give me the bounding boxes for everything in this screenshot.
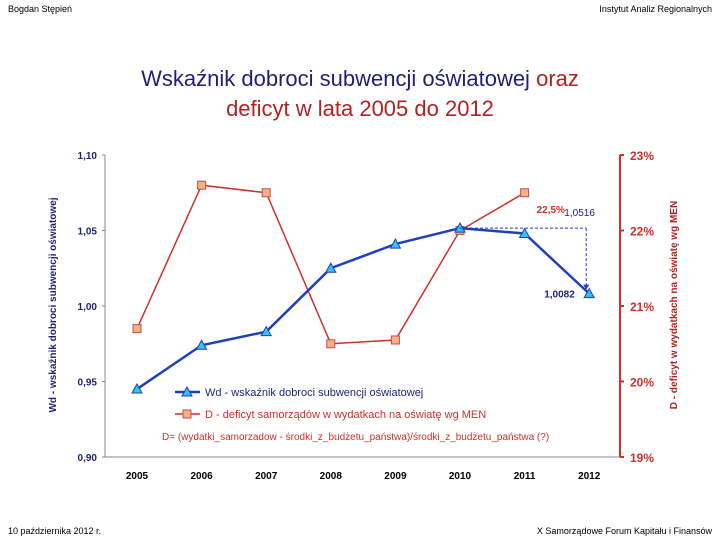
series-wd-point <box>583 287 596 299</box>
x-tick-label: 2006 <box>190 471 213 482</box>
title-part1: Wskaźnik dobroci subwencji oświatowej <box>141 66 530 91</box>
annotation-d-2011: 22,5% <box>537 205 565 216</box>
x-tick-label: 2010 <box>449 471 472 482</box>
legend-wd-marker <box>181 385 193 397</box>
title-part3: deficyt w lata 2005 do 2012 <box>226 96 494 121</box>
annotation-wd-2012: 1,0082 <box>544 290 575 301</box>
author-label: Bogdan Stępień <box>8 4 73 14</box>
arrow-head <box>583 284 590 290</box>
x-tick-label: 2012 <box>578 471 601 482</box>
right-tick-label: 21% <box>630 300 654 314</box>
legend-wd-label: Wd - wskaźnik dobroci subwencji oświatow… <box>205 387 423 399</box>
slide-title: Wskaźnik dobroci subwencji oświatowej or… <box>0 64 720 124</box>
annotation-wd-2010: 1,0516 <box>564 208 595 219</box>
series-wd-point <box>260 325 273 337</box>
event-label: X Samorządowe Forum Kapitału i Finansów <box>536 526 712 536</box>
right-axis-title: D - deficyt w wydatkach na oświatę wg ME… <box>669 201 680 409</box>
series-wd-point <box>389 238 402 249</box>
x-tick-label: 2007 <box>255 471 278 482</box>
series-wd-line <box>136 226 591 391</box>
left-tick-label: 1,10 <box>78 151 98 162</box>
series-d-point <box>390 335 400 345</box>
right-tick-label: 19% <box>630 451 654 465</box>
series-d-point <box>520 188 530 198</box>
series-wd-point <box>518 227 531 239</box>
series-wd-point <box>195 339 208 350</box>
x-tick-label: 2009 <box>384 471 407 482</box>
right-tick-label: 22% <box>630 225 654 239</box>
legend-d-marker <box>182 409 192 419</box>
series-d-point <box>132 324 142 334</box>
x-tick-label: 2008 <box>320 471 343 482</box>
left-tick-label: 0,95 <box>78 378 98 389</box>
x-tick-label: 2011 <box>514 471 536 482</box>
left-axis-title: Wd - wskaźnik dobroci subwencji oświatow… <box>48 197 59 412</box>
institution-label: Instytut Analiz Regionalnych <box>599 4 712 14</box>
x-tick-label: 2005 <box>126 471 149 482</box>
series-wd-point <box>324 262 337 273</box>
series-d-point <box>261 188 271 198</box>
series-d-point <box>326 339 336 349</box>
title-part2: oraz <box>536 66 579 91</box>
left-tick-label: 0,90 <box>78 453 98 464</box>
left-tick-label: 1,05 <box>78 227 98 238</box>
series-d-point <box>197 180 207 190</box>
series-wd-point <box>131 383 143 394</box>
date-label: 10 października 2012 r. <box>8 526 102 536</box>
legend-d-label: D - deficyt samorządów w wydatkach na oś… <box>205 409 486 421</box>
left-tick-label: 1,00 <box>78 302 98 313</box>
formula-note: D= (wydatki_samorzadow - środki_z_budżet… <box>162 432 549 443</box>
right-tick-label: 23% <box>630 149 654 163</box>
right-tick-label: 20% <box>630 376 654 390</box>
